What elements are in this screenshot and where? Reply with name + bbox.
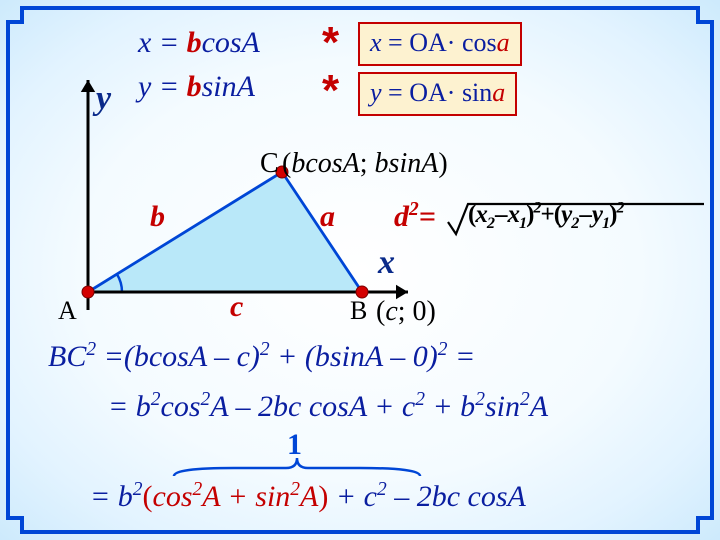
x-axis-label: x	[378, 244, 395, 282]
y-axis-label: y	[96, 80, 111, 118]
txt: b	[375, 148, 389, 179]
eq-x-bcosa: x = bcosA	[138, 26, 260, 60]
txt: 2	[409, 199, 419, 220]
txt: sinA	[389, 148, 439, 179]
vertex-b-label: B	[350, 296, 367, 326]
txt: a	[492, 78, 505, 107]
txt: cosA	[305, 148, 359, 179]
txt: x =	[138, 26, 187, 59]
side-c-label: c	[230, 290, 243, 324]
txt: ;	[360, 148, 375, 179]
dist-d2: d2=	[394, 200, 436, 234]
txt: c	[385, 296, 397, 327]
txt: =	[419, 200, 436, 233]
txt: sin	[455, 78, 492, 107]
slide-frame: { "colors": { "border": "#0046d6", "axis…	[0, 0, 720, 540]
star-icon: *	[322, 66, 339, 116]
txt: )	[438, 148, 447, 179]
vertex-a-label: A	[58, 296, 77, 326]
txt: y =	[138, 70, 187, 103]
txt: cos	[455, 28, 496, 57]
txt: = OA	[388, 28, 447, 57]
txt: a	[497, 28, 510, 57]
txt: (	[282, 148, 291, 179]
box-eq-x: x = OA· cosa	[358, 22, 522, 66]
txt: cosA	[202, 26, 260, 59]
b-coord: (c; 0)	[376, 296, 436, 328]
star-icon: *	[322, 18, 339, 68]
sqrt-icon	[446, 198, 706, 242]
txt: b	[291, 148, 305, 179]
txt: sinA	[202, 70, 255, 103]
txt: (	[376, 296, 385, 327]
vertex-c-label: C	[260, 148, 279, 180]
label-layer: x = bcosA y = bsinA * * x = OA· cosa y =…	[0, 0, 720, 540]
brace-icon	[170, 454, 424, 480]
side-b-label: b	[150, 200, 165, 234]
txt: = OA	[388, 78, 447, 107]
side-a-label: a	[320, 200, 335, 234]
txt: d	[394, 200, 409, 233]
txt: y	[370, 78, 388, 107]
eq-body-line1: BC2 =(bcosA – c)2 + (bsinA – 0)2 =	[48, 340, 475, 374]
box-eq-y: y = OA· sina	[358, 72, 517, 116]
eq-body-line3: = b2(cos2A + sin2A) + c2 – 2bc cosA	[90, 480, 526, 514]
txt: b	[187, 26, 202, 59]
eq-y-bsina: y = bsinA	[138, 70, 255, 104]
txt: x	[370, 28, 388, 57]
c-coord: (bcosA; bsinA)	[282, 148, 448, 180]
txt: b	[187, 70, 202, 103]
txt: ; 0)	[398, 296, 436, 327]
eq-body-line2: = b2cos2A – 2bc cosA + c2 + b2sin2A	[108, 390, 548, 424]
